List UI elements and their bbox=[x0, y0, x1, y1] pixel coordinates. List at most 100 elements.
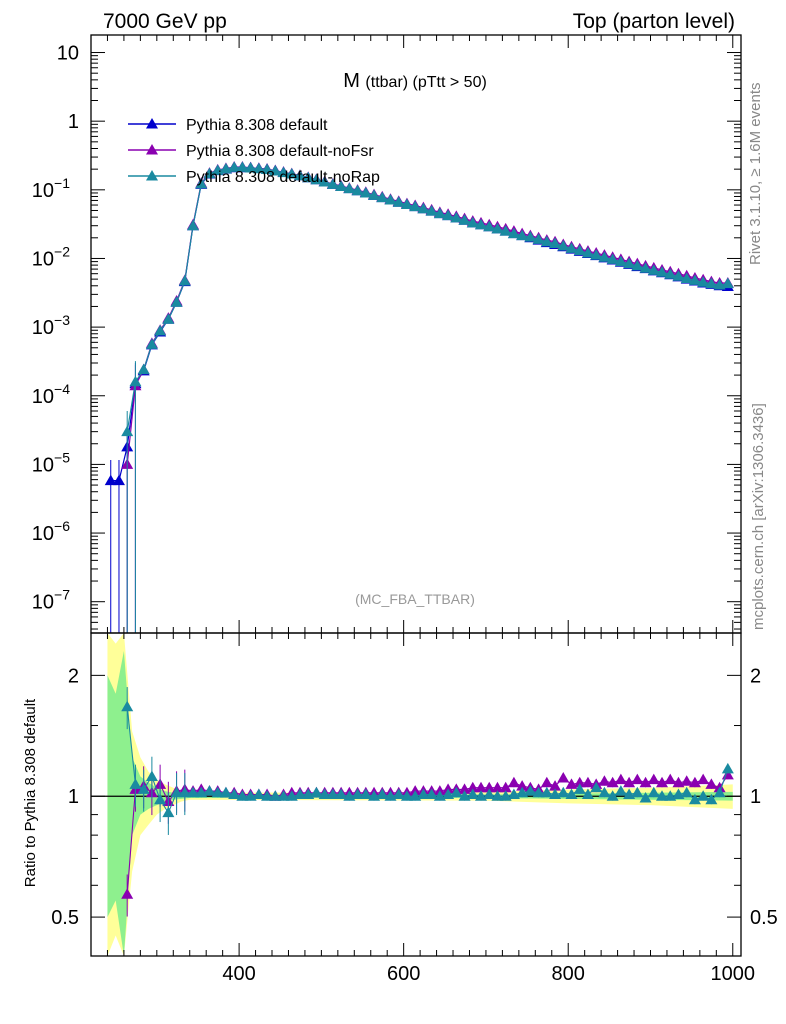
data-point bbox=[532, 233, 545, 244]
series-line bbox=[126, 166, 728, 432]
ratio-frame bbox=[90, 632, 742, 957]
data-point bbox=[400, 198, 413, 210]
main-ticks: 10 1 10−1 10−2 10−3 10−4 10−5 10−6 10−7 bbox=[32, 35, 741, 633]
main-series-0 bbox=[104, 161, 734, 633]
data-point bbox=[516, 229, 529, 241]
ratio-point bbox=[376, 788, 389, 799]
data-point bbox=[318, 175, 331, 187]
ratio-point bbox=[491, 781, 504, 793]
ratio-point bbox=[598, 786, 611, 798]
ratio-point bbox=[656, 776, 669, 788]
data-point bbox=[598, 251, 611, 262]
ratio-point bbox=[614, 773, 627, 785]
ratio-point bbox=[326, 788, 339, 799]
data-point bbox=[705, 277, 718, 289]
data-point bbox=[121, 425, 134, 437]
main-ytick-label: 10−4 bbox=[32, 381, 70, 408]
data-point bbox=[252, 162, 265, 174]
ratio-point bbox=[450, 786, 463, 798]
data-point bbox=[450, 211, 463, 223]
ratio-point bbox=[211, 786, 224, 798]
legend-label: Pythia 8.308 default-noFsr bbox=[186, 143, 374, 160]
data-point bbox=[557, 239, 570, 251]
ratio-point bbox=[178, 786, 191, 798]
ratio-point bbox=[688, 776, 701, 788]
ratio-point bbox=[631, 773, 644, 785]
legend-marker bbox=[146, 170, 158, 181]
data-point bbox=[368, 189, 381, 200]
ratio-point bbox=[573, 783, 586, 794]
ratio-series-1 bbox=[121, 687, 734, 835]
legend-label: Pythia 8.308 default-noRap bbox=[186, 169, 380, 186]
ratio-point bbox=[581, 788, 594, 799]
data-point bbox=[293, 169, 306, 181]
ratio-point bbox=[121, 700, 134, 712]
ratio-point bbox=[466, 781, 479, 793]
data-point bbox=[384, 194, 397, 205]
data-point bbox=[433, 207, 446, 219]
data-point bbox=[244, 161, 257, 173]
data-point bbox=[145, 338, 158, 349]
ratio-point bbox=[310, 786, 323, 798]
data-point bbox=[466, 216, 479, 228]
data-point bbox=[154, 324, 167, 336]
data-point bbox=[195, 177, 208, 189]
data-point bbox=[376, 191, 389, 203]
ratio-xtick-label: 600 bbox=[387, 963, 420, 985]
ratio-point bbox=[631, 786, 644, 798]
data-point bbox=[656, 266, 669, 277]
ratio-point bbox=[293, 788, 306, 799]
data-point bbox=[507, 227, 520, 239]
ratio-point bbox=[581, 776, 594, 788]
main-panel: 10 1 10−1 10−2 10−3 10−4 10−5 10−6 10−7 bbox=[32, 34, 742, 634]
main-ytick-label: 10−1 bbox=[32, 175, 70, 202]
ratio-point bbox=[557, 772, 570, 783]
ratio-point bbox=[639, 791, 652, 803]
ratio-point bbox=[705, 778, 718, 789]
ratio-point bbox=[219, 786, 232, 798]
ratio-xtick-label: 1000 bbox=[711, 963, 756, 985]
data-point bbox=[721, 277, 734, 289]
data-point bbox=[170, 296, 183, 307]
data-point bbox=[565, 242, 578, 253]
ratio-ytick-label: 0.5 bbox=[51, 907, 79, 929]
ratio-point bbox=[647, 786, 660, 798]
ratio-ytick-label-right: 1 bbox=[750, 786, 761, 808]
data-point bbox=[203, 167, 216, 179]
data-point bbox=[491, 222, 504, 234]
ratio-ytick-label: 2 bbox=[68, 665, 79, 687]
ratio-ytick-label-right: 2 bbox=[750, 665, 761, 687]
ratio-point bbox=[499, 781, 512, 793]
data-point bbox=[623, 257, 636, 269]
ratio-point bbox=[507, 776, 520, 788]
ratio-point bbox=[170, 786, 183, 798]
ratio-point bbox=[614, 785, 627, 796]
data-point bbox=[269, 164, 282, 176]
data-point bbox=[129, 375, 142, 387]
data-point bbox=[417, 202, 430, 214]
ratio-point bbox=[187, 786, 200, 798]
data-point bbox=[688, 274, 701, 285]
ratio-point bbox=[680, 775, 693, 786]
ratio-point bbox=[623, 776, 636, 788]
ratio-point bbox=[252, 788, 265, 799]
ratio-point bbox=[565, 788, 578, 799]
ratio-point bbox=[680, 786, 693, 798]
main-ytick-label: 10−5 bbox=[32, 449, 70, 476]
ratio-ylabel: Ratio to Pythia 8.308 default bbox=[22, 698, 39, 887]
ratio-panel: 2 2 1 1 0.5 0.5 400 600 800 1000 bbox=[51, 632, 778, 985]
main-ytick-label: 1 bbox=[68, 111, 79, 133]
main-ytick-label: 10−2 bbox=[32, 243, 70, 270]
ratio-series-0 bbox=[121, 764, 734, 917]
ratio-point bbox=[590, 781, 603, 793]
data-point bbox=[104, 474, 117, 486]
ratio-point bbox=[606, 776, 619, 788]
ratio-point bbox=[491, 790, 504, 801]
data-point bbox=[475, 218, 487, 230]
data-point bbox=[614, 255, 627, 267]
plot-title-main: M bbox=[343, 70, 360, 92]
ratio-point bbox=[557, 786, 570, 798]
data-point bbox=[631, 259, 644, 271]
data-point bbox=[697, 276, 710, 287]
